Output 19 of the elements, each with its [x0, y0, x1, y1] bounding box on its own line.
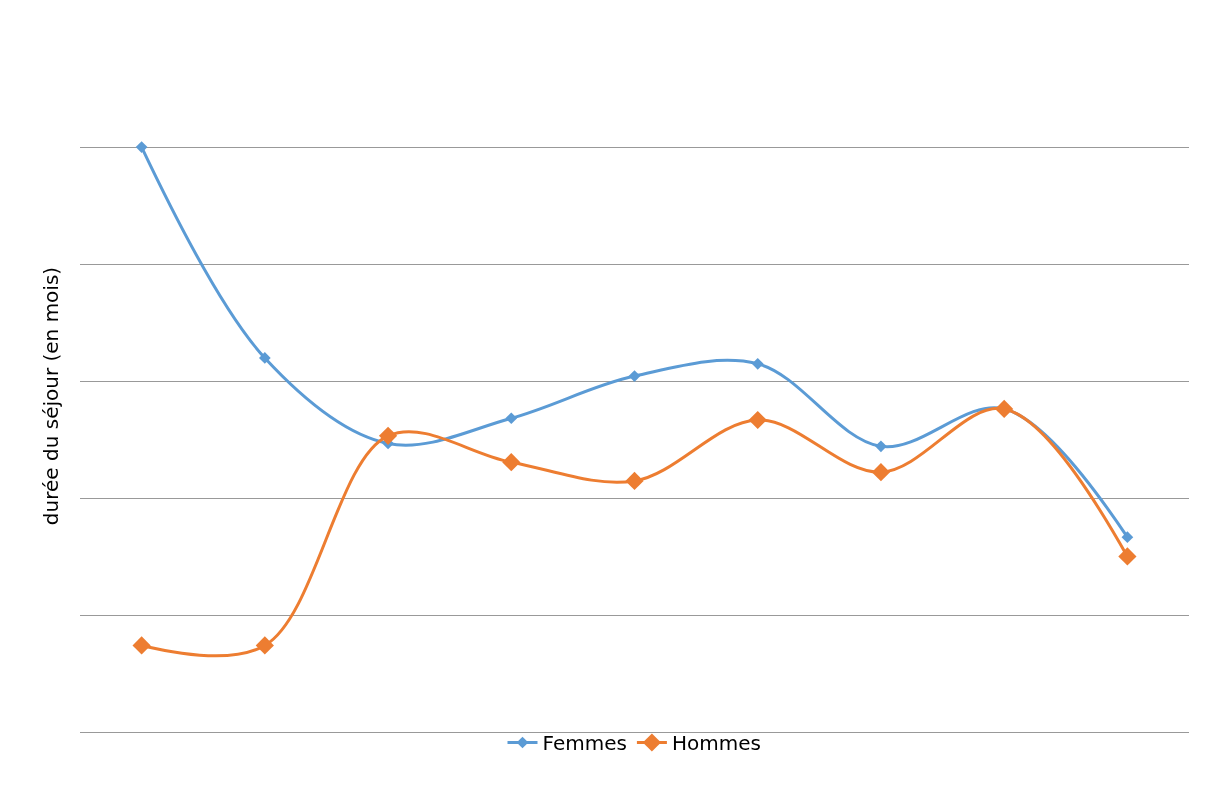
point — [255, 636, 274, 655]
y-axis-title: durée du séjour (en mois) — [38, 266, 63, 526]
point — [871, 463, 891, 482]
point — [628, 370, 641, 382]
point — [1118, 547, 1137, 566]
point — [1121, 531, 1134, 543]
point — [995, 399, 1014, 418]
point — [378, 426, 398, 445]
point — [505, 412, 518, 425]
point — [258, 352, 271, 364]
legend-label: Femmes — [542, 731, 627, 756]
point — [751, 357, 764, 370]
point — [748, 410, 767, 430]
legend-label: Hommes — [671, 731, 761, 756]
point — [502, 453, 521, 472]
point — [132, 636, 151, 655]
point — [875, 440, 887, 453]
point — [625, 471, 644, 491]
point — [135, 141, 148, 153]
